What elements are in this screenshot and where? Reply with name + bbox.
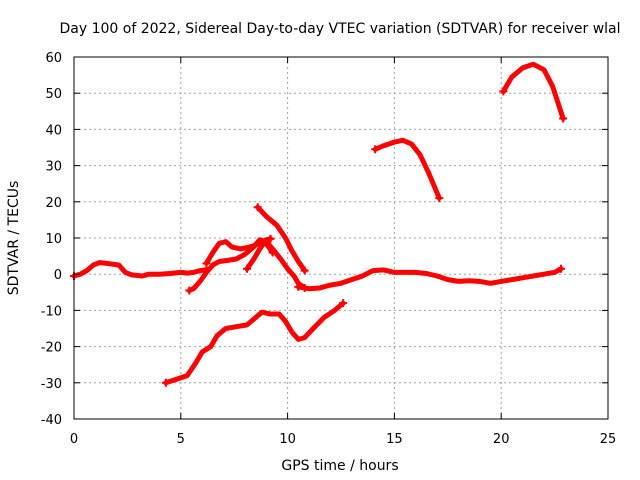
series-arc-e xyxy=(163,300,346,386)
series-baseline-late-end-marker xyxy=(557,264,566,273)
y-tick-label: 60 xyxy=(45,51,62,66)
y-tick-label: 20 xyxy=(45,196,62,211)
series-arc-c-end-marker xyxy=(266,234,275,243)
series-arc-g-end-marker xyxy=(559,114,568,123)
series-arc-e-end-marker xyxy=(339,299,348,308)
y-tick-label: 30 xyxy=(45,160,62,175)
y-tick-labels: -40 -30 -20 -10 0 10 20 30 40 50 60 xyxy=(41,51,62,428)
x-axis-label: GPS time / hours xyxy=(281,458,398,474)
x-tick-label: 0 xyxy=(70,432,78,447)
series-arc-b-end-marker xyxy=(268,248,277,257)
grid xyxy=(74,57,608,419)
axis-ticks xyxy=(73,56,609,420)
series-arc-e-start-marker xyxy=(161,378,170,387)
series-layer xyxy=(70,61,568,387)
series-baseline-late xyxy=(295,266,564,292)
y-axis-label: SDTVAR / TECUs xyxy=(6,181,22,296)
x-tick-label: 20 xyxy=(493,432,510,447)
series-arc-f xyxy=(372,137,442,201)
y-tick-label: -20 xyxy=(41,341,62,356)
y-tick-label: 50 xyxy=(45,87,62,102)
chart-title: Day 100 of 2022, Sidereal Day-to-day VTE… xyxy=(59,21,620,37)
x-tick-labels: 0 5 10 15 20 25 xyxy=(70,432,616,447)
series-arc-f-end-marker xyxy=(435,194,444,203)
series-arc-f-start-marker xyxy=(371,145,380,154)
series-arc-d-end-marker xyxy=(300,266,309,275)
series-baseline xyxy=(71,260,209,279)
y-tick-label: -30 xyxy=(41,377,62,392)
series-arc-g-start-marker xyxy=(499,87,508,96)
series-arc-d xyxy=(255,204,308,274)
y-tick-label: 0 xyxy=(54,268,62,283)
x-tick-label: 10 xyxy=(279,432,296,447)
y-tick-label: -40 xyxy=(41,413,62,428)
series-arc-g xyxy=(500,61,566,121)
series-arc-c-start-marker xyxy=(243,264,252,273)
y-tick-label: -10 xyxy=(41,304,62,319)
series-arc-a-start-marker xyxy=(185,286,194,295)
y-tick-label: 40 xyxy=(45,123,62,138)
x-tick-label: 15 xyxy=(386,432,403,447)
x-tick-label: 5 xyxy=(177,432,185,447)
x-tick-label: 25 xyxy=(600,432,617,447)
series-arc-b-start-marker xyxy=(202,259,211,268)
y-tick-label: 10 xyxy=(45,232,62,247)
series-arc-d-start-marker xyxy=(253,203,262,212)
series-arc-a-end-marker xyxy=(300,283,309,292)
series-arc-a xyxy=(186,237,308,293)
